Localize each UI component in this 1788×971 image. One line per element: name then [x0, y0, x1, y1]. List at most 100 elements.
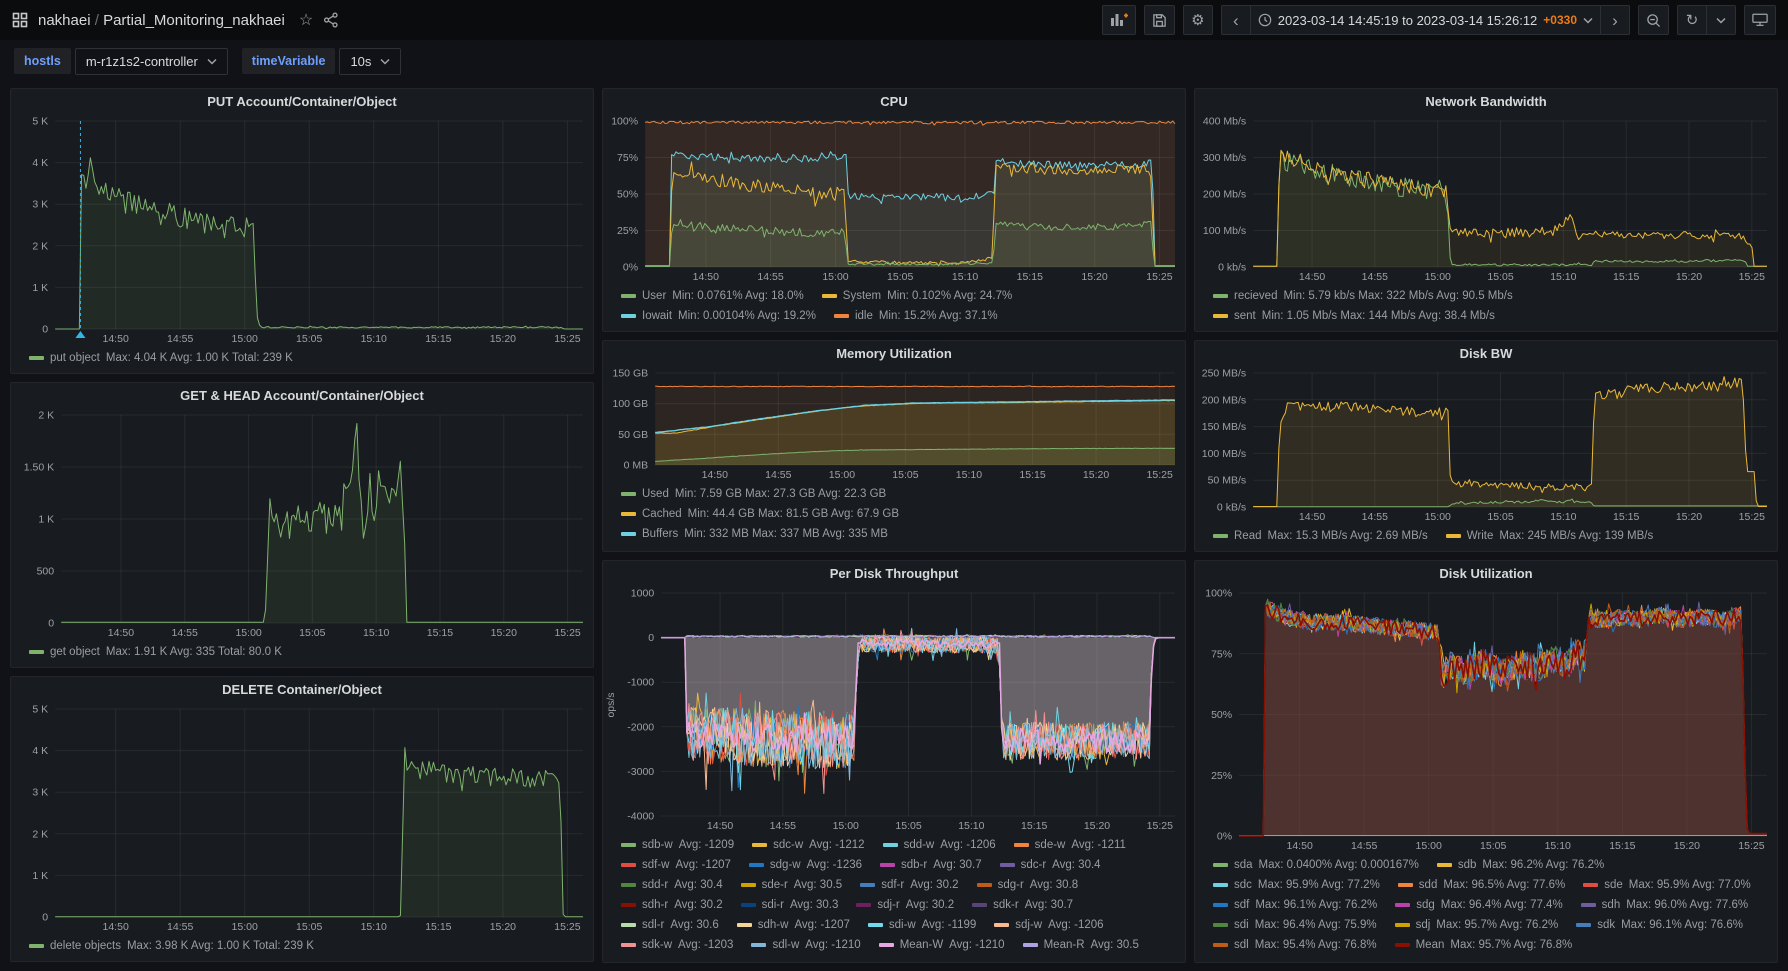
refresh-interval-dropdown[interactable] [1706, 5, 1736, 35]
series-name[interactable]: Used [642, 484, 669, 504]
series-name[interactable]: sdd-r [642, 875, 668, 895]
time-shift-back-button[interactable]: ‹ [1221, 5, 1251, 35]
legend-item[interactable]: sdbMax: 96.2% Avg: 76.2% [1437, 855, 1604, 875]
legend-item[interactable]: sdl-rAvg: 30.6 [621, 915, 719, 935]
series-name[interactable]: sdg-r [998, 875, 1024, 895]
legend-item[interactable]: CachedMin: 44.4 GB Max: 81.5 GB Avg: 67.… [621, 504, 899, 524]
chart-get-head[interactable]: 05001 K1.50 K2 K14:5014:5515:0015:0515:1… [11, 407, 593, 641]
legend-item[interactable]: sdhMax: 96.0% Avg: 77.6% [1581, 895, 1748, 915]
series-name[interactable]: get object [50, 642, 100, 662]
legend-item[interactable]: sdl-wAvg: -1210 [751, 935, 860, 955]
legend-item[interactable]: sdd-wAvg: -1206 [883, 835, 996, 855]
chart-disk-bw[interactable]: 0 kB/s50 MB/s100 MB/s150 MB/s200 MB/s250… [1195, 365, 1777, 525]
series-name[interactable]: sdc-w [773, 835, 803, 855]
chart-put[interactable]: 01 K2 K3 K4 K5 K14:5014:5515:0015:0515:1… [11, 113, 593, 347]
legend-item[interactable]: get objectMax: 1.91 K Avg: 335 Total: 80… [29, 642, 282, 662]
legend-item[interactable]: sdlMax: 95.4% Avg: 76.8% [1213, 935, 1377, 955]
time-range-picker[interactable]: 2023-03-14 14:45:19 to 2023-03-14 15:26:… [1250, 5, 1601, 35]
series-name[interactable]: sdd [1419, 875, 1438, 895]
legend-item[interactable]: sdiMax: 96.4% Avg: 75.9% [1213, 915, 1377, 935]
legend-item[interactable]: sdeMax: 95.9% Avg: 77.0% [1583, 875, 1750, 895]
legend-item[interactable]: BuffersMin: 332 MB Max: 337 MB Avg: 335 … [621, 524, 888, 544]
series-name[interactable]: sdb [1458, 855, 1477, 875]
legend-item[interactable]: IowaitMin: 0.00104% Avg: 19.2% [621, 306, 816, 326]
legend-item[interactable]: sdj-rAvg: 30.2 [856, 895, 954, 915]
legend-item[interactable]: Mean-RAvg: 30.5 [1023, 935, 1139, 955]
series-name[interactable]: sdi-r [762, 895, 784, 915]
series-name[interactable]: sdd-w [904, 835, 935, 855]
legend-item[interactable]: sdfMax: 96.1% Avg: 76.2% [1213, 895, 1377, 915]
series-name[interactable]: recieved [1234, 286, 1277, 306]
dashboard-settings-button[interactable]: ⚙ [1183, 5, 1213, 35]
cycle-view-mode-button[interactable] [1744, 5, 1776, 35]
series-name[interactable]: sdg-w [770, 855, 801, 875]
chart-disk-utilization[interactable]: 0%25%50%75%100%14:5014:5515:0015:0515:10… [1195, 585, 1777, 854]
legend-item[interactable]: UserMin: 0.0761% Avg: 18.0% [621, 286, 804, 306]
legend-item[interactable]: ReadMax: 15.3 MB/s Avg: 2.69 MB/s [1213, 526, 1428, 546]
legend-item[interactable]: sdg-wAvg: -1236 [749, 855, 862, 875]
legend-item[interactable]: sddMax: 96.5% Avg: 77.6% [1398, 875, 1565, 895]
legend-item[interactable]: WriteMax: 245 MB/s Avg: 139 MB/s [1446, 526, 1653, 546]
refresh-button[interactable]: ↻ [1677, 5, 1707, 35]
series-name[interactable]: sdc-r [1021, 855, 1047, 875]
legend-item[interactable]: recievedMin: 5.79 kb/s Max: 322 Mb/s Avg… [1213, 286, 1513, 306]
legend-item[interactable]: UsedMin: 7.59 GB Max: 27.3 GB Avg: 22.3 … [621, 484, 886, 504]
series-name[interactable]: sdl-r [642, 915, 664, 935]
series-name[interactable]: idle [855, 306, 873, 326]
series-name[interactable]: System [843, 286, 881, 306]
legend-item[interactable]: SystemMin: 0.102% Avg: 24.7% [822, 286, 1012, 306]
series-name[interactable]: sdi [1234, 915, 1249, 935]
series-name[interactable]: put object [50, 348, 100, 368]
legend-item[interactable]: sdgMax: 96.4% Avg: 77.4% [1395, 895, 1562, 915]
series-name[interactable]: sdj-r [877, 895, 899, 915]
chart-network-bandwidth[interactable]: 0 kb/s100 Mb/s200 Mb/s300 Mb/s400 Mb/s14… [1195, 113, 1777, 285]
zoom-out-time-button[interactable] [1638, 5, 1669, 35]
breadcrumb-dashboard[interactable]: Partial_Monitoring_nakhaei [103, 12, 285, 29]
legend-item[interactable]: sdi-wAvg: -1199 [868, 915, 976, 935]
legend-item[interactable]: sdf-wAvg: -1207 [621, 855, 731, 875]
legend-item[interactable]: sdk-wAvg: -1203 [621, 935, 733, 955]
series-name[interactable]: sdg [1416, 895, 1435, 915]
series-name[interactable]: sdf [1234, 895, 1249, 915]
variable-hostls-select[interactable]: m-r1z1s2-controller [75, 48, 228, 75]
legend-item[interactable]: sdaMax: 0.0400% Avg: 0.000167% [1213, 855, 1419, 875]
series-name[interactable]: sdh-w [758, 915, 789, 935]
legend-item[interactable]: put objectMax: 4.04 K Avg: 1.00 K Total:… [29, 348, 293, 368]
breadcrumb-folder[interactable]: nakhaei [38, 12, 91, 29]
add-panel-button[interactable] [1102, 5, 1136, 35]
panel-title[interactable]: Network Bandwidth [1195, 89, 1777, 113]
series-name[interactable]: sde-w [1035, 835, 1066, 855]
legend-item[interactable]: sdi-rAvg: 30.3 [741, 895, 839, 915]
star-icon[interactable]: ☆ [299, 10, 313, 30]
panel-title[interactable]: GET & HEAD Account/Container/Object [11, 383, 593, 407]
series-name[interactable]: sdb-r [901, 855, 927, 875]
chart-memory[interactable]: 0 MB50 GB100 GB150 GB14:5014:5515:0015:0… [603, 365, 1185, 483]
legend-item[interactable]: MeanMax: 95.7% Avg: 76.8% [1395, 935, 1573, 955]
series-name[interactable]: Write [1467, 526, 1494, 546]
series-name[interactable]: sdh [1602, 895, 1621, 915]
legend-item[interactable]: sdj-wAvg: -1206 [994, 915, 1103, 935]
time-shift-forward-button[interactable]: › [1600, 5, 1630, 35]
series-name[interactable]: Mean-R [1044, 935, 1085, 955]
legend-item[interactable]: sentMin: 1.05 Mb/s Max: 144 Mb/s Avg: 38… [1213, 306, 1495, 326]
series-name[interactable]: sdi-w [889, 915, 916, 935]
legend-item[interactable]: sde-wAvg: -1211 [1014, 835, 1126, 855]
series-name[interactable]: Mean [1416, 935, 1445, 955]
chart-per-disk-throughput[interactable]: 10000-1000-2000-3000-400014:5014:5515:00… [603, 585, 1185, 834]
series-name[interactable]: sdj [1416, 915, 1431, 935]
series-name[interactable]: sda [1234, 855, 1253, 875]
series-name[interactable]: Cached [642, 504, 682, 524]
legend-item[interactable]: sdg-rAvg: 30.8 [977, 875, 1079, 895]
series-name[interactable]: sde [1604, 875, 1623, 895]
series-name[interactable]: sdk-w [642, 935, 672, 955]
legend-item[interactable]: sde-rAvg: 30.5 [741, 875, 843, 895]
legend-item[interactable]: delete objectsMax: 3.98 K Avg: 1.00 K To… [29, 936, 314, 956]
share-icon[interactable] [323, 12, 339, 28]
panel-title[interactable]: DELETE Container/Object [11, 677, 593, 701]
apps-grid-icon[interactable] [12, 12, 28, 28]
series-name[interactable]: Mean-W [900, 935, 943, 955]
panel-title[interactable]: Memory Utilization [603, 341, 1185, 365]
panel-title[interactable]: CPU [603, 89, 1185, 113]
legend-item[interactable]: sdh-wAvg: -1207 [737, 915, 850, 935]
legend-item[interactable]: sdh-rAvg: 30.2 [621, 895, 723, 915]
